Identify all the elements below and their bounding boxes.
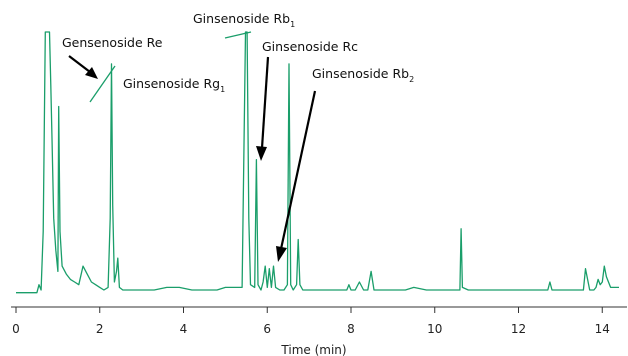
x-tick-label: 2: [96, 322, 104, 336]
x-tick-label: 12: [511, 322, 526, 336]
x-tick-label: 4: [180, 322, 188, 336]
x-axis-ticks: [15, 307, 603, 313]
x-axis-title: Time (min): [280, 343, 346, 356]
chromatogram-trace: [16, 31, 619, 294]
annotation-re-arrow: [68, 55, 91, 73]
annotation-ginsenoside-rc: Ginsenoside Rc: [256, 39, 358, 161]
x-tick-label: 0: [12, 322, 20, 336]
annotation-rg1-leader: [89, 65, 116, 103]
arrowhead-icon: [85, 67, 98, 79]
arrowhead-icon: [256, 146, 267, 161]
annotation-rc-label: Ginsenoside Rc: [262, 39, 358, 54]
annotation-rb1-label: Ginsenoside Rb1: [193, 11, 295, 29]
x-tick-label: 10: [427, 322, 442, 336]
annotation-ginsenoside-re: Gensenoside Re: [62, 35, 163, 79]
x-tick-label: 6: [263, 322, 271, 336]
annotation-rg1-label: Ginsenoside Rg1: [123, 76, 225, 94]
annotation-rb2-arrow: [279, 90, 317, 250]
annotation-rb1-leader: [224, 31, 252, 39]
annotation-rc-arrow: [260, 56, 270, 149]
x-tick-label: 14: [595, 322, 610, 336]
x-tick-label: 8: [347, 322, 355, 336]
arrowhead-icon: [276, 246, 287, 262]
annotation-ginsenoside-rb2: Ginsenoside Rb2: [276, 66, 414, 262]
annotation-ginsenoside-rg1: Ginsenoside Rg1: [89, 65, 225, 103]
annotation-ginsenoside-rb1: Ginsenoside Rb1: [193, 11, 295, 39]
x-axis-tick-labels: 0 2 4 6 8 10 12 14: [12, 322, 610, 336]
annotation-re-label: Gensenoside Re: [62, 35, 163, 50]
annotation-rb2-label: Ginsenoside Rb2: [312, 66, 414, 84]
